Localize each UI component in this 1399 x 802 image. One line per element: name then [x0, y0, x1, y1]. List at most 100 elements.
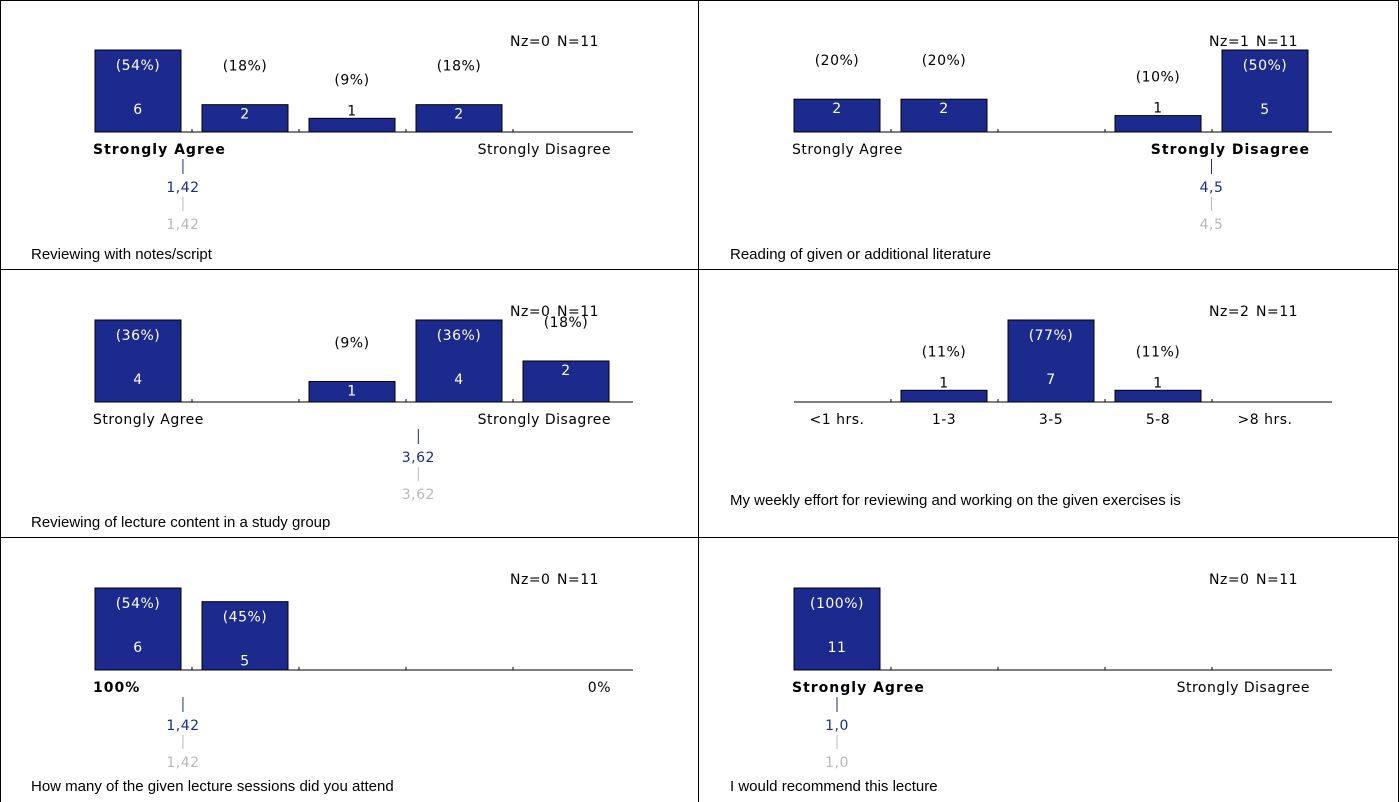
count-label: 11 [828, 640, 847, 656]
grid-left-border [0, 0, 1, 802]
category-label: >8 hrs. [1238, 412, 1293, 428]
category-label: 1-3 [932, 412, 956, 428]
nz-label: Nz=0 [1209, 572, 1249, 588]
percent-label: (20%) [815, 53, 860, 69]
percent-label: (45%) [223, 610, 268, 626]
response-bar [308, 381, 396, 403]
scale-left-label: Strongly Agree [93, 412, 204, 428]
nz-label: Nz=0 [510, 572, 550, 588]
response-bar [94, 319, 182, 403]
scale-left-label: Strongly Agree [93, 142, 226, 158]
count-label: 2 [939, 101, 948, 117]
response-bar [1221, 49, 1309, 133]
count-label: 5 [1260, 102, 1269, 118]
n-label: N=11 [1256, 304, 1298, 320]
response-bar [793, 587, 881, 671]
count-label: 7 [1046, 372, 1055, 388]
response-chart: Nz=0 N=11 (54%) 6 (18%) 2 (9%) 1 (18%) 2 Strongly … [93, 34, 633, 233]
question-caption: Reviewing with notes/script [31, 246, 212, 263]
percent-label: (77%) [1029, 328, 1074, 344]
question-panel: Nz=0 N=11 (54%) 6 (18%) 2 (9%) 1 (18%) 2 Strongly … [0, 0, 699, 270]
grid-row-divider [0, 537, 1399, 538]
percent-label: (11%) [922, 344, 967, 360]
question-caption: How many of the given lecture sessions d… [31, 778, 394, 795]
response-bar [793, 98, 881, 133]
percent-label: (50%) [1243, 58, 1288, 74]
response-bar [94, 587, 182, 671]
response-bar [900, 389, 988, 403]
mean-label: 1,42 [166, 718, 199, 734]
response-chart: Nz=0 N=11 (36%) 4 (9%) 1 (36%) 4 (18%) 2 Strongly … [93, 304, 633, 503]
question-panel: Nz=0 N=11 (54%) 6 (45%) 5 100% 0% 1,42 1,42 How ma… [0, 538, 699, 802]
percent-label: (54%) [116, 58, 161, 74]
category-label: 3-5 [1039, 412, 1063, 428]
category-label: <1 hrs. [810, 412, 865, 428]
category-label: 5-8 [1146, 412, 1170, 428]
scale-right-label: 0% [588, 680, 611, 696]
mean-label: 3,62 [402, 450, 435, 466]
mean-label: 1,0 [825, 718, 849, 734]
count-label: 4 [454, 372, 463, 388]
count-label: 2 [561, 363, 570, 379]
count-label: 6 [133, 102, 142, 118]
response-chart: Nz=0 N=11 (100%) 11 Strongly Agree Strongly D… [792, 572, 1332, 771]
percent-label: (10%) [1136, 70, 1181, 86]
question-panel: Nz=2 N=11 (11%) 1 (77%) 7 (11%) 1 <1 hrs. 1-3 3-5 5… [699, 270, 1398, 538]
percent-label: (9%) [334, 336, 369, 352]
scale-right-label: Strongly Disagree [1151, 142, 1310, 158]
mean-label: 1,42 [166, 180, 199, 196]
scale-left-label: Strongly Agree [792, 142, 903, 158]
count-label: 1 [1153, 375, 1162, 391]
scale-right-label: Strongly Disagree [478, 142, 611, 158]
count-label: 5 [240, 654, 249, 670]
response-bar [94, 49, 182, 133]
percent-label: (20%) [922, 53, 967, 69]
question-panel: Nz=0 N=11 (36%) 4 (9%) 1 (36%) 4 (18%) 2 Strongly … [0, 270, 699, 538]
grid-top-border [0, 0, 1399, 1]
question-caption: Reading of given or additional literatur… [730, 246, 991, 263]
nz-label: Nz=0 [510, 304, 550, 320]
response-bar [308, 117, 396, 133]
count-label: 1 [1153, 101, 1162, 117]
n-label: N=11 [1256, 572, 1298, 588]
percent-label: (18%) [223, 59, 268, 75]
count-label: 1 [347, 103, 356, 119]
question-caption: Reviewing of lecture content in a study … [31, 514, 331, 531]
scale-left-label: 100% [93, 680, 140, 696]
response-bar [522, 360, 610, 403]
response-chart: Nz=2 N=11 (11%) 1 (77%) 7 (11%) 1 <1 hrs. 1-3 3-5 5… [794, 304, 1332, 428]
percent-label: (36%) [116, 328, 161, 344]
count-label: 1 [939, 375, 948, 391]
median-label: 1,42 [166, 755, 199, 771]
response-chart: Nz=1 N=11 (20%) 2 (20%) 2 (10%) 1 (50%) 5 Strongly… [792, 34, 1332, 233]
question-panel: Nz=0 N=11 (100%) 11 Strongly Agree Strongly D… [699, 538, 1398, 802]
count-label: 1 [347, 384, 356, 400]
nz-label: Nz=1 [1209, 34, 1249, 50]
question-caption: I would recommend this lecture [730, 778, 938, 795]
count-label: 2 [240, 107, 249, 123]
response-bar [201, 104, 289, 133]
mean-label: 4,5 [1200, 180, 1224, 196]
response-bar [1114, 389, 1202, 403]
percent-label: (11%) [1136, 344, 1181, 360]
median-label: 3,62 [402, 487, 435, 503]
response-bar [1114, 115, 1202, 133]
n-label: N=11 [557, 304, 599, 320]
percent-label: (36%) [437, 328, 482, 344]
median-label: 1,42 [166, 217, 199, 233]
nz-label: Nz=2 [1209, 304, 1249, 320]
median-label: 1,0 [825, 755, 849, 771]
grid-row-divider [0, 269, 1399, 270]
count-label: 6 [133, 640, 142, 656]
response-bar [201, 601, 289, 671]
percent-label: (18%) [437, 59, 482, 75]
nz-label: Nz=0 [510, 34, 550, 50]
scale-right-label: Strongly Disagree [478, 412, 611, 428]
count-label: 4 [133, 372, 142, 388]
question-panel: Nz=1 N=11 (20%) 2 (20%) 2 (10%) 1 (50%) 5 Strongly… [699, 0, 1398, 270]
median-label: 4,5 [1200, 217, 1224, 233]
response-bar [415, 104, 503, 133]
percent-label: (9%) [334, 72, 369, 88]
response-bar [1007, 319, 1095, 403]
n-label: N=11 [1256, 34, 1298, 50]
